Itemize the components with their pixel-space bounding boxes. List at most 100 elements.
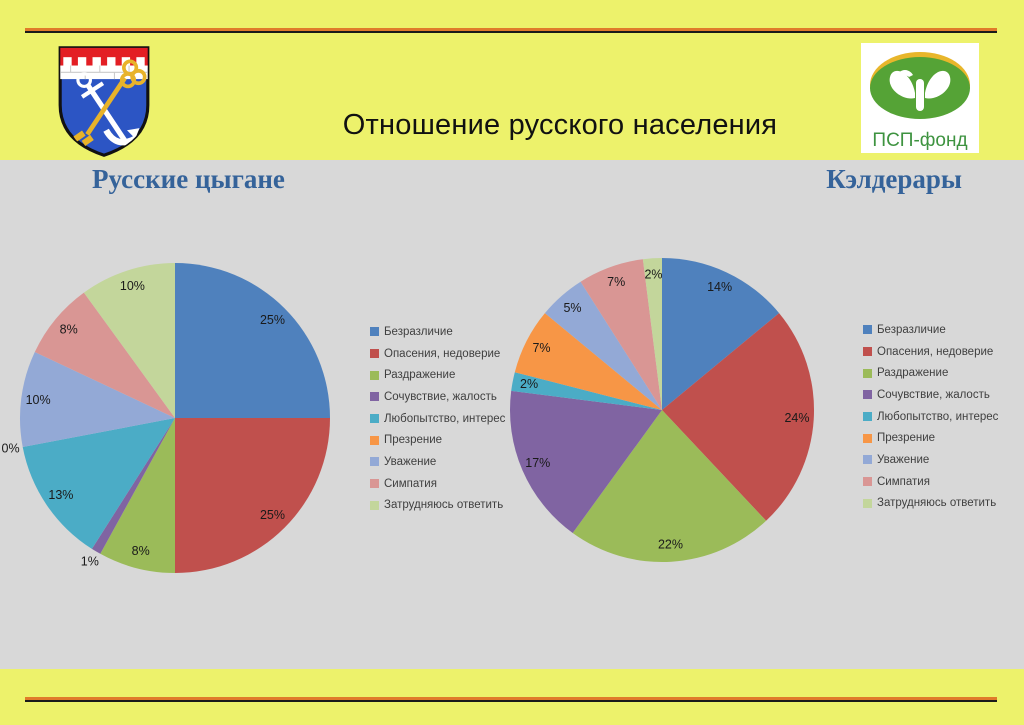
slice-data-label: 13% <box>48 488 73 502</box>
legend-swatch-icon <box>370 414 379 424</box>
legend-swatch-icon <box>863 325 872 335</box>
legend-swatch-icon <box>863 498 872 508</box>
legend-label: Сочувствие, жалость <box>384 390 497 403</box>
legend-item: Опасения, недоверие <box>863 341 1013 363</box>
slice-data-label: 8% <box>60 322 78 336</box>
slice-data-label: 1% <box>81 554 99 568</box>
slice-data-label: 8% <box>132 544 150 558</box>
slice-data-label: 2% <box>644 267 662 281</box>
slice-data-label: 17% <box>525 456 550 470</box>
anchor-icon <box>76 72 140 146</box>
slice-data-label: 0% <box>2 442 20 456</box>
legend-swatch-icon <box>370 435 379 445</box>
top-divider-line <box>25 28 997 33</box>
legend-swatch-icon <box>863 368 872 378</box>
psp-fund-logo-icon: ПСП-фонд <box>870 52 970 151</box>
legend-item: Уважение <box>370 451 520 473</box>
slice-data-label: 22% <box>658 537 683 551</box>
legend-item: Опасения, недоверие <box>370 343 520 365</box>
legend-item: Презрение <box>863 427 1013 449</box>
legend-label: Затрудняюсь ответить <box>877 497 997 510</box>
pie-slice-2 <box>100 418 175 573</box>
legend-item: Симпатия <box>370 473 520 495</box>
pie-slice-5 <box>514 313 662 410</box>
legend-label: Безразличие <box>384 325 453 338</box>
legend-item: Любопытство, интерес <box>370 408 520 430</box>
legend-label: Любопытство, интерес <box>384 412 506 425</box>
pie-slice-1 <box>662 313 815 521</box>
key-icon <box>73 59 147 147</box>
pie-slice-4 <box>22 418 176 549</box>
pie-slice-7 <box>580 259 662 410</box>
slice-data-label: 7% <box>607 275 625 289</box>
legend-label: Любопытство, интерес <box>877 410 999 423</box>
legend-label: Симпатия <box>877 475 930 488</box>
legend-item: Раздражение <box>863 362 1013 384</box>
legend-label: Уважение <box>877 453 930 466</box>
chart-heading-right: Кэлдерары <box>826 164 962 194</box>
slice-data-label: 5% <box>563 301 581 315</box>
pie-slice-3 <box>91 418 175 554</box>
slice-data-label: 10% <box>26 393 51 407</box>
legend-swatch-icon <box>370 349 379 359</box>
legend-item: Презрение <box>370 429 520 451</box>
legend-label: Опасения, недоверие <box>384 347 501 360</box>
psp-fund-label: ПСП-фонд <box>872 130 967 151</box>
legend-swatch-icon <box>370 500 379 510</box>
pie-slice-4 <box>511 372 662 410</box>
legend-swatch-icon <box>370 457 379 467</box>
legend-swatch-icon <box>370 370 379 380</box>
legend-item: Уважение <box>863 449 1013 471</box>
coat-of-arms-icon <box>58 46 150 157</box>
pie-chart-kelderary: 14% 24% 22% 17% 2% 7% 5% 7% 2% <box>509 258 815 563</box>
psp-fund-logo: ПСП-фонд <box>861 43 979 153</box>
slice-data-label: 25% <box>260 313 285 327</box>
divider-orange-stripe <box>25 697 997 700</box>
slice-data-label: 24% <box>784 411 809 425</box>
legend-item: Безразличие <box>370 321 520 343</box>
legend-item: Раздражение <box>370 364 520 386</box>
legend-item: Симпатия <box>863 471 1013 493</box>
pie-chart-russkie-tsygane: 25% 25% 8% 1% 13% 0% 10% 8% 10% <box>2 263 330 573</box>
chart-heading-left: Русские цыгане <box>92 164 285 194</box>
legend-label: Затрудняюсь ответить <box>384 499 504 512</box>
legend-swatch-icon <box>863 347 872 357</box>
divider-black-stripe <box>25 700 997 702</box>
legend-swatch-icon <box>370 327 379 337</box>
legend-label: Презрение <box>877 432 936 445</box>
legend-swatch-icon <box>370 392 379 402</box>
bottom-divider-line <box>25 697 997 702</box>
divider-black-stripe <box>25 31 997 33</box>
pie-slice-0 <box>175 263 330 418</box>
legend-item: Затрудняюсь ответить <box>863 493 1013 515</box>
legend-swatch-icon <box>863 477 872 487</box>
legend-swatch-icon <box>863 455 872 465</box>
legend-label: Уважение <box>384 455 437 468</box>
legend-swatch-icon <box>863 412 872 422</box>
legend-right: Безразличие Опасения, недоверие Раздражени… <box>863 319 1013 514</box>
divider-orange-stripe <box>25 28 997 31</box>
slice-data-label: 14% <box>707 280 732 294</box>
legend-swatch-icon <box>863 390 872 400</box>
legend-swatch-icon <box>863 433 872 443</box>
sprout-icon <box>889 70 951 111</box>
legend-label: Раздражение <box>877 367 949 380</box>
pie-slice-1 <box>175 418 330 573</box>
pie-slice-8 <box>642 258 662 410</box>
slice-data-label: 7% <box>532 341 550 355</box>
legend-label: Опасения, недоверие <box>877 345 994 358</box>
pie-slice-2 <box>572 410 767 563</box>
legend-left: Безразличие Опасения, недоверие Раздражени… <box>370 321 520 516</box>
legend-item: Сочувствие, жалость <box>370 386 520 408</box>
pie-slice-0 <box>662 258 780 410</box>
pie-slice-7 <box>34 292 175 418</box>
legend-label: Безразличие <box>877 323 946 336</box>
pie-slice-6 <box>19 352 176 447</box>
legend-label: Раздражение <box>384 369 456 382</box>
legend-label: Презрение <box>384 434 443 447</box>
legend-item: Сочувствие, жалость <box>863 384 1013 406</box>
legend-item: Безразличие <box>863 319 1013 341</box>
pie-slice-8 <box>83 263 175 418</box>
slice-data-label: 2% <box>520 377 538 391</box>
